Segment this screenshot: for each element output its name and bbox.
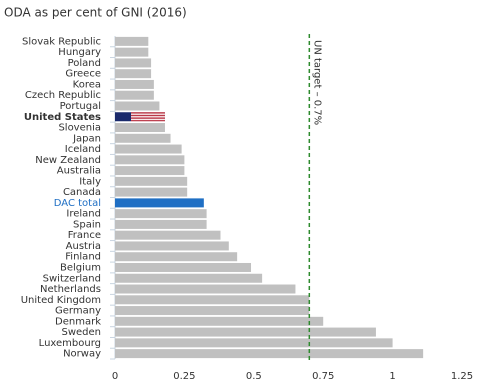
y-tick-label: Portugal: [60, 101, 101, 112]
x-tick-label: 1.25: [451, 371, 473, 382]
y-tick-label: Poland: [68, 58, 101, 69]
y-tick-label: New Zealand: [35, 155, 101, 166]
y-tick-label: Canada: [63, 187, 101, 198]
y-tick-label: Netherlands: [40, 284, 101, 295]
y-tick-label: Czech Republic: [25, 90, 101, 101]
bar: [115, 306, 310, 316]
bar: [115, 252, 238, 262]
bar: [115, 112, 165, 122]
y-tick-label: Italy: [79, 176, 101, 187]
y-tick-label: Japan: [72, 133, 101, 144]
chart-title: ODA as per cent of GNI (2016): [4, 6, 187, 20]
bar: [115, 295, 310, 305]
bar: [115, 36, 149, 46]
bar: [115, 58, 152, 68]
bar: [115, 187, 188, 197]
bar: [115, 133, 171, 143]
y-tick-label: Belgium: [60, 262, 101, 273]
bar: [115, 79, 154, 89]
bar: [115, 327, 376, 337]
x-tick-label: 0.5: [246, 371, 262, 382]
y-tick-label: Finland: [65, 252, 101, 263]
bar: [115, 230, 221, 240]
bar: [115, 176, 188, 186]
y-tick-label: United States: [24, 112, 101, 123]
x-tick-label: 0: [112, 371, 118, 382]
bar: [115, 219, 207, 229]
bar: [115, 198, 204, 208]
y-tick-label: Hungary: [58, 47, 101, 58]
bar: [115, 101, 160, 111]
y-tick-label: Germany: [55, 306, 101, 317]
bar: [115, 349, 424, 359]
bar: [115, 90, 154, 100]
x-tick-label: 1: [389, 371, 395, 382]
y-tick-label: Iceland: [65, 144, 101, 155]
bar: [115, 273, 263, 283]
x-tick-label: 0.25: [173, 371, 195, 382]
bar: [115, 166, 185, 176]
y-tick-label: Denmark: [55, 316, 101, 327]
y-tick-label: United Kingdom: [21, 295, 101, 306]
bar: [115, 284, 296, 294]
bar: [115, 241, 229, 251]
bar: [115, 209, 207, 219]
bar: [115, 155, 185, 165]
y-tick-label: Luxembourg: [39, 338, 101, 349]
y-tick-label: Slovenia: [58, 123, 101, 134]
y-tick-label: France: [68, 230, 101, 241]
bar: [115, 144, 182, 154]
target-label: UN target – 0.7%: [311, 40, 322, 125]
y-tick-label: DAC total: [54, 198, 101, 209]
bar: [115, 316, 324, 326]
bar: [115, 338, 393, 348]
y-tick-label: Korea: [73, 79, 101, 90]
x-tick-label: 0.75: [312, 371, 334, 382]
bar: [115, 262, 252, 272]
y-tick-label: Slovak Republic: [22, 36, 101, 47]
y-tick-label: Austria: [66, 241, 101, 252]
bar: [115, 123, 165, 133]
bar: [115, 69, 152, 79]
y-tick-label: Australia: [57, 166, 101, 177]
bar: [115, 47, 149, 57]
y-tick-label: Spain: [73, 219, 101, 230]
y-tick-label: Sweden: [61, 327, 101, 338]
y-tick-label: Greece: [65, 69, 101, 80]
y-tick-label: Switzerland: [43, 273, 101, 284]
y-tick-label: Ireland: [66, 209, 101, 220]
y-tick-label: Norway: [63, 349, 101, 360]
